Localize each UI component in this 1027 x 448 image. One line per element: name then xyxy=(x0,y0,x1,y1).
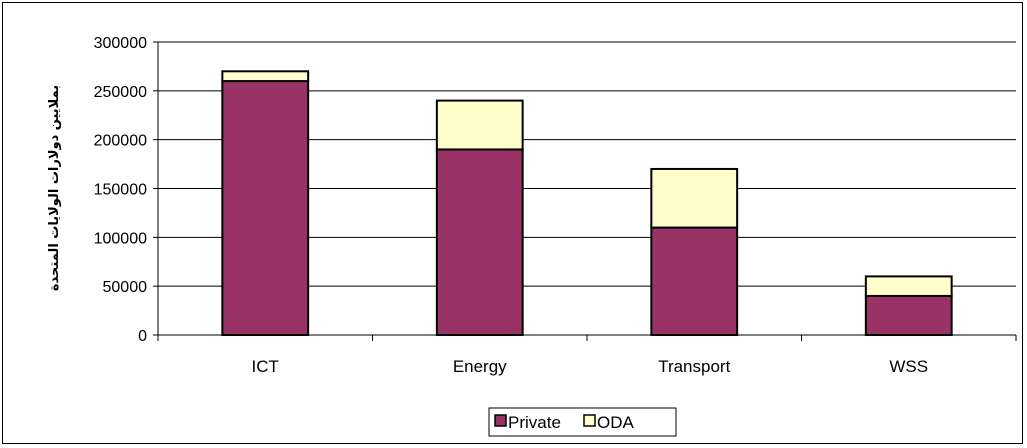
bar-private-energy xyxy=(435,148,524,336)
y-tick-label-2: 100000 xyxy=(94,230,147,247)
y-tick-label-6: 300000 xyxy=(94,35,147,52)
x-tick-label-wss: WSS xyxy=(889,357,928,376)
bar-oda-wss xyxy=(864,275,953,297)
legend: Private ODA xyxy=(488,407,677,437)
legend-label-oda: ODA xyxy=(597,413,635,432)
axes xyxy=(157,42,1017,341)
legend-box xyxy=(488,407,677,437)
bar-oda-transport xyxy=(650,167,739,229)
y-tick-label-1: 50000 xyxy=(103,279,148,296)
x-tick-label-ict: ICT xyxy=(252,357,279,376)
legend-swatch-oda xyxy=(583,414,596,427)
legend-label-private: Private xyxy=(508,413,561,432)
bar-private-wss xyxy=(864,294,953,336)
legend-swatch-private xyxy=(494,414,507,427)
bar-oda-energy xyxy=(435,99,524,151)
y-tick-label-0: 0 xyxy=(138,328,147,345)
bar-private-ict xyxy=(221,80,310,336)
bar-private-transport xyxy=(650,226,739,336)
y-axis-ticks: 0 50000 100000 150000 200000 250000 300000 xyxy=(94,35,158,345)
y-tick-label-5: 250000 xyxy=(94,84,147,101)
y-axis-label: بملايين دولارات الولايات المتحدة xyxy=(47,85,62,291)
y-tick-label-3: 150000 xyxy=(94,182,147,199)
bars xyxy=(221,70,953,336)
y-tick-label-4: 200000 xyxy=(94,133,147,150)
bar-oda-ict xyxy=(221,70,310,83)
x-tick-label-transport: Transport xyxy=(658,357,730,376)
x-axis-labels: ICT Energy Transport WSS xyxy=(252,357,929,376)
x-tick-label-energy: Energy xyxy=(453,357,507,376)
